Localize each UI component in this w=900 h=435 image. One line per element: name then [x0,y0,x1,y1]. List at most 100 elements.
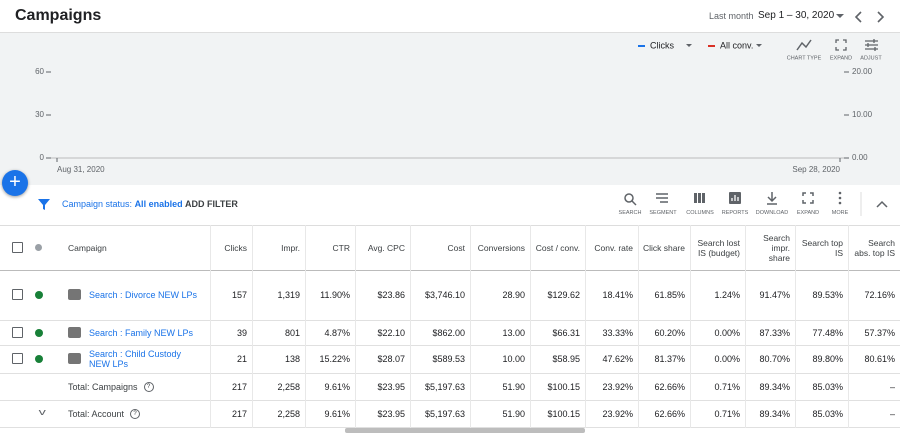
column-header[interactable]: Search impr. share [763,232,790,263]
table-cell: $100.15 [547,408,580,419]
table-cell: 61.85% [654,290,685,300]
table-cell: $22.10 [377,327,405,338]
table-cell: 81.37% [654,354,685,364]
chart: 0 30 60 0.00 10.00 20.00 Aug 31, 2020 Sep 28, 2… [0,33,900,185]
legend-dropdown[interactable] [686,44,692,47]
chart-tool-label: ADJUST [860,55,882,61]
toolbar-label[interactable]: SEGMENT [649,210,677,216]
column-header[interactable]: Clicks [224,242,247,253]
table-cell: $58.95 [552,354,580,364]
table-cell: 11.90% [320,290,350,300]
add-filter[interactable]: ADD FILTER [185,199,238,209]
table-cell: 13.00 [502,327,525,338]
legend-dropdown[interactable] [756,44,762,47]
cell-text[interactable]: Search : Child Custody NEW LPs [89,349,182,369]
column-header[interactable]: CTR [332,242,350,253]
column-header[interactable]: Conversions [477,242,525,253]
table-cell: $5,197.63 [424,381,465,392]
column-header[interactable]: Cost [447,242,465,253]
table-cell: 23.92% [602,381,633,392]
table-cell: 217 [231,408,247,419]
table-cell: 87.33% [759,327,790,338]
chart-tool-label: CHART TYPE [787,55,822,61]
table-cell: 57.37% [864,327,895,338]
table-cell: 801 [284,327,300,338]
toolbar-label[interactable]: EXPAND [796,210,820,216]
table-cell: 80.70% [759,354,790,364]
row-checkbox[interactable] [12,326,23,338]
help-icon[interactable]: ? [130,408,141,419]
expand-chevron[interactable]: v [38,406,46,417]
divider [745,225,746,428]
table-cell: 9.61% [324,381,350,392]
campaign-icon [68,289,81,300]
total-label: Total: Campaigns? [68,373,208,400]
table-cell: $862.00 [432,327,465,338]
filter-label: Campaign status: [62,199,133,209]
status-dot [35,355,43,363]
campaign-link[interactable]: Search : Child Custody NEW LPs [89,345,199,373]
column-header[interactable]: Search top IS [801,237,843,258]
date-range-label: Last month [709,11,754,21]
date-controls[interactable] [830,6,900,28]
table-cell: 2,258 [277,408,300,419]
table-cell: 89.34% [759,408,790,419]
toolbar-icons [624,191,888,216]
divider [0,400,900,401]
column-header[interactable]: Impr. [281,242,300,253]
toolbar-label[interactable]: MORE [831,210,849,216]
table-cell: 0.00% [714,327,740,338]
column-header[interactable]: Search lost IS (budget) [697,237,740,258]
cell-text[interactable]: Search : Divorce NEW LPs [89,290,198,300]
column-header[interactable]: Campaign [68,242,107,253]
column-header[interactable]: Click share [642,242,685,253]
divider [690,225,691,428]
table-cell: 60.20% [654,327,685,338]
table-cell: 1,319 [277,290,300,300]
table-cell: $100.15 [547,381,580,392]
help-icon[interactable]: ? [143,381,154,392]
campaign-link[interactable]: Search : Divorce NEW LPs [89,270,199,320]
dropdown-arrow[interactable] [836,14,844,18]
toolbar-label[interactable]: DOWNLOAD [755,210,789,216]
add-button[interactable]: + [2,170,28,196]
toolbar-label[interactable]: COLUMNS [686,210,714,216]
campaign-icon [68,353,81,364]
header-checkbox[interactable] [12,242,23,253]
row-checkbox[interactable] [12,353,23,364]
row-checkbox[interactable] [12,289,23,300]
toolbar-label[interactable]: REPORTS [721,210,749,216]
table-cell: $28.07 [377,354,405,364]
table-cell: 80.61% [864,354,895,364]
table-cell: 4.87% [324,327,350,338]
scrollbar[interactable] [345,428,585,433]
divider [530,225,531,428]
total-label: Total: Account? [68,400,208,427]
column-header[interactable]: Conv. rate [594,242,633,253]
y2-tick-label: 0.00 [852,153,868,162]
table-cell: 89.34% [759,381,790,392]
table-cell: $3,746.10 [424,290,465,300]
expand-icon [835,39,847,51]
divider [252,225,253,428]
filter-chip[interactable]: Campaign status: All enabled [62,199,183,209]
prev-arrow[interactable] [854,11,862,23]
table-cell: 62.66% [654,381,685,392]
column-header[interactable]: Search abs. top IS [854,237,895,258]
column-header[interactable]: Avg. CPC [367,242,405,253]
table-cell: 85.03% [812,408,843,419]
next-arrow[interactable] [877,11,885,23]
filter-icon[interactable] [36,196,52,212]
toolbar-label[interactable]: SEARCH [618,210,642,216]
table-cell: – [889,408,895,419]
date-range[interactable]: Sep 1 – 30, 2020 [758,10,835,21]
campaign-link[interactable]: Search : Family NEW LPs [89,320,199,345]
top-bar [0,0,900,33]
table-cell: $23.95 [377,408,405,419]
column-header[interactable]: Cost / conv. [535,242,580,253]
y2-tick-label: 10.00 [852,110,873,119]
cell-text[interactable]: Search : Family NEW LPs [89,327,194,338]
divider [0,373,900,374]
table-cell: 157 [231,290,247,300]
